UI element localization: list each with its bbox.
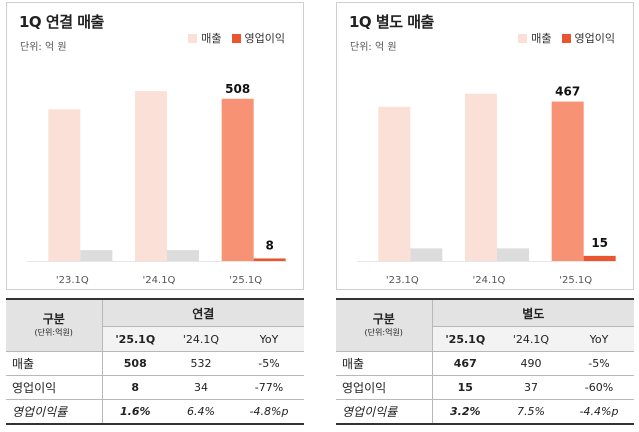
gubun-header: 구분 (단위:억원) (6, 298, 103, 352)
profit-bar (167, 250, 199, 261)
legend-swatch-revenue (188, 33, 198, 43)
x-tick-label: '24.1Q (473, 275, 506, 286)
col-header-previous: '24.1Q (168, 326, 234, 352)
x-tick-label: '25.1Q (229, 275, 262, 286)
gubun-unit: (단위:억원) (34, 327, 73, 337)
cell-yoy: -5% (234, 351, 304, 376)
unit-label: 단위: 억 원 (20, 42, 67, 53)
cell-current: 1.6% (102, 399, 168, 425)
revenue-bar (551, 101, 584, 261)
cell-current: 467 (432, 351, 498, 376)
legend-label-revenue: 매출 (531, 32, 552, 45)
cell-previous: 490 (498, 351, 564, 376)
legend: 매출 영업이익 (508, 30, 615, 46)
cell-yoy: -77% (234, 375, 304, 400)
profit-data-label: 15 (591, 236, 608, 250)
gubun-unit: (단위:억원) (364, 327, 403, 337)
table-header-row: 구분 (단위:억원) 연결 (6, 298, 304, 352)
profit-bar (80, 250, 113, 261)
cell-yoy: -4.4%p (564, 399, 634, 425)
revenue-bar (465, 93, 497, 261)
revenue-bar (378, 106, 411, 261)
table-row: 영업이익 15 37 -60% (336, 375, 634, 400)
col-header-previous: '24.1Q (498, 326, 564, 352)
cell-current: 508 (102, 351, 168, 376)
cell-previous: 532 (168, 351, 234, 376)
table-row: 영업이익 8 34 -77% (6, 375, 304, 400)
revenue-bar (135, 91, 167, 261)
row-label: 매출 (336, 351, 433, 376)
table-subheader-row: '25.1Q '24.1Q YoY (336, 326, 634, 352)
table-subheader-row: '25.1Q '24.1Q YoY (6, 326, 304, 352)
table-header-row: 구분 (단위:억원) 별도 (336, 298, 634, 352)
legend-swatch-revenue (518, 33, 528, 43)
unit-label: 단위: 억 원 (350, 42, 397, 53)
chart-title: 1Q 연결 매출 (19, 13, 104, 31)
profit-bar (497, 248, 529, 261)
chart-title: 1Q 별도 매출 (349, 13, 434, 31)
cell-yoy: -4.8%p (234, 399, 304, 425)
gubun-header: 구분 (단위:억원) (336, 298, 433, 352)
cell-yoy: -5% (564, 351, 634, 376)
row-label: 영업이익률 (336, 399, 433, 425)
row-label: 영업이익 (6, 375, 103, 400)
row-label: 매출 (6, 351, 103, 376)
legend-item-revenue: 매출 (518, 30, 552, 46)
cell-current: 8 (102, 375, 168, 400)
x-tick-label: '25.1Q (559, 275, 592, 286)
profit-bar (253, 258, 286, 261)
summary-table-consolidated: 구분 (단위:억원) 연결 '25.1Q '24.1Q YoY 매출 508 5… (6, 298, 304, 425)
cell-previous: 7.5% (498, 399, 564, 425)
legend-item-profit: 영업이익 (231, 30, 285, 46)
table-row: 영업이익률 3.2% 7.5% -4.4%p (336, 399, 634, 425)
legend-item-revenue: 매출 (188, 30, 222, 46)
legend-swatch-profit (231, 33, 241, 43)
profit-bar (410, 248, 443, 261)
cell-yoy: -60% (564, 375, 634, 400)
revenue-data-label: 467 (555, 85, 580, 99)
table-row: 영업이익률 1.6% 6.4% -4.8%p (6, 399, 304, 425)
legend-label-profit: 영업이익 (574, 32, 615, 45)
cell-current: 3.2% (432, 399, 498, 425)
row-label: 영업이익률 (6, 399, 103, 425)
cell-previous: 6.4% (168, 399, 234, 425)
summary-table-separate: 구분 (단위:억원) 별도 '25.1Q '24.1Q YoY 매출 467 4… (336, 298, 634, 425)
table-row: 매출 508 532 -5% (6, 351, 304, 376)
col-header-current: '25.1Q (432, 326, 498, 352)
group-header: 연결 (102, 298, 304, 327)
col-header-yoy: YoY (564, 326, 634, 352)
profit-data-label: 8 (265, 238, 273, 252)
x-tick-label: '23.1Q (56, 275, 89, 286)
group-header: 별도 (432, 298, 634, 327)
bar-chart-separate: '23.1Q '24.1Q '25.1Q 467 15 (357, 85, 617, 286)
legend-label-revenue: 매출 (201, 32, 222, 45)
x-tick-label: '24.1Q (143, 275, 176, 286)
legend-label-profit: 영업이익 (244, 32, 285, 45)
profit-bar (583, 255, 616, 261)
cell-current: 15 (432, 375, 498, 400)
row-label: 영업이익 (336, 375, 433, 400)
bar-chart-consolidated: '23.1Q '24.1Q '25.1Q 508 8 (27, 82, 287, 286)
legend-item-profit: 영업이익 (561, 30, 615, 46)
cell-previous: 37 (498, 375, 564, 400)
gubun-label: 구분 (42, 311, 65, 326)
revenue-bar (221, 98, 254, 262)
chart-panel-consolidated: 1Q 연결 매출 단위: 억 원 매출 영업이익 '23.1Q '24.1Q '25… (6, 2, 304, 290)
col-header-yoy: YoY (234, 326, 304, 352)
table-row: 매출 467 490 -5% (336, 351, 634, 376)
legend-swatch-profit (561, 33, 571, 43)
gubun-label: 구분 (372, 311, 395, 326)
revenue-data-label: 508 (225, 82, 250, 96)
revenue-bar (48, 109, 81, 261)
col-header-current: '25.1Q (102, 326, 168, 352)
legend: 매출 영업이익 (178, 30, 285, 46)
x-tick-label: '23.1Q (386, 275, 419, 286)
cell-previous: 34 (168, 375, 234, 400)
chart-panel-separate: 1Q 별도 매출 단위: 억 원 매출 영업이익 '23.1Q '24.1Q '25… (336, 2, 634, 290)
